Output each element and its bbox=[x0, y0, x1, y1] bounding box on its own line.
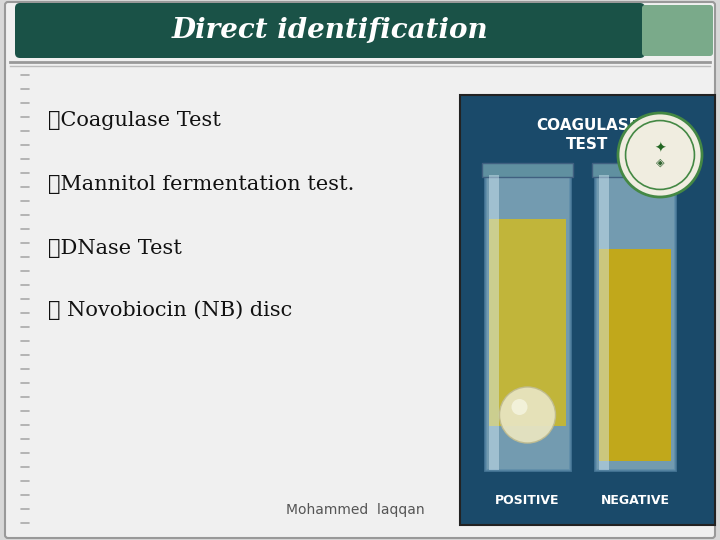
Bar bbox=[485, 175, 570, 470]
FancyBboxPatch shape bbox=[15, 3, 645, 58]
Text: NEGATIVE: NEGATIVE bbox=[600, 494, 670, 507]
Text: ❖Coagulase Test: ❖Coagulase Test bbox=[48, 111, 221, 130]
Circle shape bbox=[511, 399, 528, 415]
Bar bbox=[595, 175, 675, 470]
Text: ❖DNase Test: ❖DNase Test bbox=[48, 239, 182, 258]
Text: COAGULASE
TEST: COAGULASE TEST bbox=[536, 118, 639, 152]
Text: ❖ Novobiocin (NB) disc: ❖ Novobiocin (NB) disc bbox=[48, 300, 292, 320]
Text: ✦: ✦ bbox=[654, 142, 666, 156]
Text: ◈: ◈ bbox=[656, 158, 665, 168]
Bar bbox=[599, 249, 671, 461]
Bar bbox=[489, 175, 499, 470]
Text: POSITIVE: POSITIVE bbox=[495, 494, 559, 507]
FancyBboxPatch shape bbox=[642, 5, 713, 56]
Text: Direct identification: Direct identification bbox=[171, 17, 488, 44]
Bar bbox=[489, 219, 566, 426]
Bar bbox=[592, 163, 678, 177]
Text: ❖Mannitol fermentation test.: ❖Mannitol fermentation test. bbox=[48, 176, 354, 194]
Circle shape bbox=[618, 113, 702, 197]
Circle shape bbox=[500, 387, 556, 443]
Text: Mohammed  laqqan: Mohammed laqqan bbox=[286, 503, 424, 517]
Bar bbox=[460, 95, 715, 525]
Bar bbox=[599, 175, 609, 470]
Bar bbox=[482, 163, 573, 177]
FancyBboxPatch shape bbox=[5, 2, 715, 538]
